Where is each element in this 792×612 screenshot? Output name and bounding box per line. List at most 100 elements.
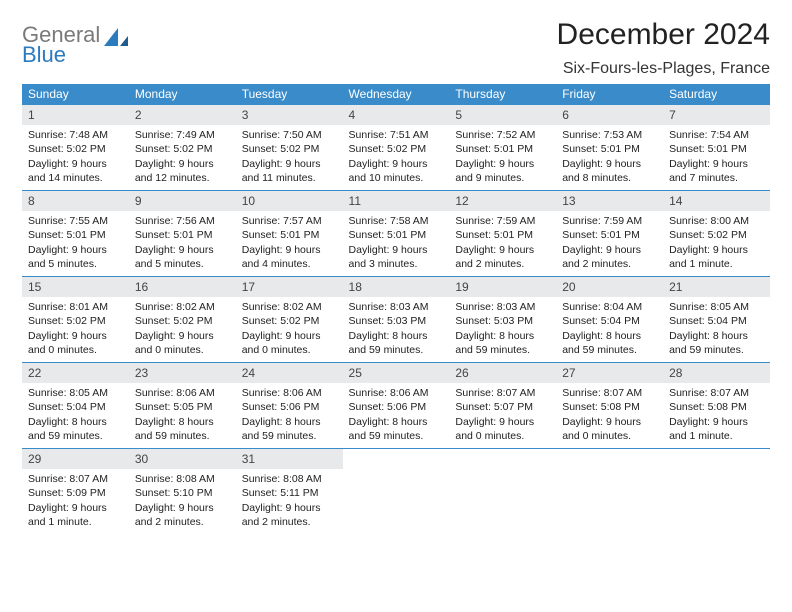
col-wednesday: Wednesday	[343, 84, 450, 105]
day-body: Sunrise: 8:06 AMSunset: 5:06 PMDaylight:…	[343, 383, 450, 447]
day-number: 24	[236, 363, 343, 383]
sunset-line: Sunset: 5:02 PM	[135, 142, 230, 156]
day-number: 3	[236, 105, 343, 125]
sunset-line: Sunset: 5:02 PM	[242, 314, 337, 328]
day-body: Sunrise: 8:05 AMSunset: 5:04 PMDaylight:…	[22, 383, 129, 447]
day-body: Sunrise: 7:50 AMSunset: 5:02 PMDaylight:…	[236, 125, 343, 189]
sunrise-line: Sunrise: 8:08 AM	[242, 472, 337, 486]
day-body: Sunrise: 7:57 AMSunset: 5:01 PMDaylight:…	[236, 211, 343, 275]
sunset-line: Sunset: 5:02 PM	[242, 142, 337, 156]
day-number: 9	[129, 191, 236, 211]
day-body: Sunrise: 8:02 AMSunset: 5:02 PMDaylight:…	[129, 297, 236, 361]
week-row: 8Sunrise: 7:55 AMSunset: 5:01 PMDaylight…	[22, 191, 770, 277]
day-cell: 12Sunrise: 7:59 AMSunset: 5:01 PMDayligh…	[449, 191, 556, 277]
day-number: 23	[129, 363, 236, 383]
logo-text: General Blue	[22, 24, 100, 66]
sunrise-line: Sunrise: 8:07 AM	[669, 386, 764, 400]
daylight-line: Daylight: 9 hours and 1 minute.	[669, 243, 764, 271]
sunrise-line: Sunrise: 7:53 AM	[562, 128, 657, 142]
daylight-line: Daylight: 9 hours and 2 minutes.	[242, 501, 337, 529]
day-cell: 16Sunrise: 8:02 AMSunset: 5:02 PMDayligh…	[129, 277, 236, 363]
day-body: Sunrise: 7:49 AMSunset: 5:02 PMDaylight:…	[129, 125, 236, 189]
daylight-line: Daylight: 8 hours and 59 minutes.	[455, 329, 550, 357]
day-cell: 29Sunrise: 8:07 AMSunset: 5:09 PMDayligh…	[22, 449, 129, 535]
sunset-line: Sunset: 5:04 PM	[669, 314, 764, 328]
day-body: Sunrise: 8:07 AMSunset: 5:07 PMDaylight:…	[449, 383, 556, 447]
sunset-line: Sunset: 5:11 PM	[242, 486, 337, 500]
day-body: Sunrise: 7:54 AMSunset: 5:01 PMDaylight:…	[663, 125, 770, 189]
sunset-line: Sunset: 5:01 PM	[28, 228, 123, 242]
day-body: Sunrise: 8:02 AMSunset: 5:02 PMDaylight:…	[236, 297, 343, 361]
day-body: Sunrise: 7:48 AMSunset: 5:02 PMDaylight:…	[22, 125, 129, 189]
day-cell	[449, 449, 556, 535]
col-sunday: Sunday	[22, 84, 129, 105]
day-number: 29	[22, 449, 129, 469]
sunrise-line: Sunrise: 8:07 AM	[562, 386, 657, 400]
col-saturday: Saturday	[663, 84, 770, 105]
sunset-line: Sunset: 5:01 PM	[455, 142, 550, 156]
week-row: 29Sunrise: 8:07 AMSunset: 5:09 PMDayligh…	[22, 449, 770, 535]
daylight-line: Daylight: 9 hours and 7 minutes.	[669, 157, 764, 185]
day-cell: 10Sunrise: 7:57 AMSunset: 5:01 PMDayligh…	[236, 191, 343, 277]
day-number: 13	[556, 191, 663, 211]
day-cell: 19 Sunrise: 8:03 AMSunset: 5:03 PMDayligh…	[449, 277, 556, 363]
sunset-line: Sunset: 5:01 PM	[669, 142, 764, 156]
daylight-line: Daylight: 9 hours and 5 minutes.	[135, 243, 230, 271]
sunrise-line: Sunrise: 7:59 AM	[562, 214, 657, 228]
day-body: Sunrise: 7:51 AMSunset: 5:02 PMDaylight:…	[343, 125, 450, 189]
sunset-line: Sunset: 5:08 PM	[669, 400, 764, 414]
daylight-line: Daylight: 9 hours and 12 minutes.	[135, 157, 230, 185]
day-number: 16	[129, 277, 236, 297]
day-number: 18	[343, 277, 450, 297]
day-body: Sunrise: 7:59 AMSunset: 5:01 PMDaylight:…	[556, 211, 663, 275]
sunrise-line: Sunrise: 7:54 AM	[669, 128, 764, 142]
sunset-line: Sunset: 5:02 PM	[135, 314, 230, 328]
sunrise-line: Sunrise: 7:58 AM	[349, 214, 444, 228]
col-monday: Monday	[129, 84, 236, 105]
sunrise-line: Sunrise: 8:03 AM	[455, 300, 550, 314]
day-body: Sunrise: 8:01 AMSunset: 5:02 PMDaylight:…	[22, 297, 129, 361]
col-thursday: Thursday	[449, 84, 556, 105]
day-cell: 25Sunrise: 8:06 AMSunset: 5:06 PMDayligh…	[343, 363, 450, 449]
day-number: 7	[663, 105, 770, 125]
day-cell: 17Sunrise: 8:02 AMSunset: 5:02 PMDayligh…	[236, 277, 343, 363]
day-number: 5	[449, 105, 556, 125]
sunrise-line: Sunrise: 7:52 AM	[455, 128, 550, 142]
day-number: 8	[22, 191, 129, 211]
day-cell: 28Sunrise: 8:07 AMSunset: 5:08 PMDayligh…	[663, 363, 770, 449]
sunrise-line: Sunrise: 7:56 AM	[135, 214, 230, 228]
sunset-line: Sunset: 5:06 PM	[242, 400, 337, 414]
day-cell: 5Sunrise: 7:52 AMSunset: 5:01 PMDaylight…	[449, 105, 556, 191]
daylight-line: Daylight: 8 hours and 59 minutes.	[562, 329, 657, 357]
sunrise-line: Sunrise: 8:07 AM	[455, 386, 550, 400]
day-cell: 22Sunrise: 8:05 AMSunset: 5:04 PMDayligh…	[22, 363, 129, 449]
day-cell: 30Sunrise: 8:08 AMSunset: 5:10 PMDayligh…	[129, 449, 236, 535]
day-number: 2	[129, 105, 236, 125]
sunset-line: Sunset: 5:02 PM	[349, 142, 444, 156]
daylight-line: Daylight: 9 hours and 0 minutes.	[562, 415, 657, 443]
day-number: 19	[449, 277, 556, 297]
sunset-line: Sunset: 5:01 PM	[349, 228, 444, 242]
day-number: 22	[22, 363, 129, 383]
day-number: 20	[556, 277, 663, 297]
daylight-line: Daylight: 9 hours and 2 minutes.	[562, 243, 657, 271]
sunset-line: Sunset: 5:02 PM	[669, 228, 764, 242]
daylight-line: Daylight: 9 hours and 1 minute.	[28, 501, 123, 529]
sunset-line: Sunset: 5:01 PM	[562, 228, 657, 242]
sunset-line: Sunset: 5:01 PM	[562, 142, 657, 156]
daylight-line: Daylight: 9 hours and 2 minutes.	[455, 243, 550, 271]
sunrise-line: Sunrise: 7:48 AM	[28, 128, 123, 142]
sunset-line: Sunset: 5:10 PM	[135, 486, 230, 500]
week-row: 1Sunrise: 7:48 AMSunset: 5:02 PMDaylight…	[22, 105, 770, 191]
day-number: 10	[236, 191, 343, 211]
day-body: Sunrise: 7:52 AMSunset: 5:01 PMDaylight:…	[449, 125, 556, 189]
sunrise-line: Sunrise: 8:07 AM	[28, 472, 123, 486]
sunset-line: Sunset: 5:03 PM	[455, 314, 550, 328]
day-number: 1	[22, 105, 129, 125]
day-body: Sunrise: 8:04 AMSunset: 5:04 PMDaylight:…	[556, 297, 663, 361]
daylight-line: Daylight: 9 hours and 0 minutes.	[242, 329, 337, 357]
day-number: 6	[556, 105, 663, 125]
sunrise-line: Sunrise: 7:51 AM	[349, 128, 444, 142]
day-cell	[556, 449, 663, 535]
sunrise-line: Sunrise: 8:04 AM	[562, 300, 657, 314]
